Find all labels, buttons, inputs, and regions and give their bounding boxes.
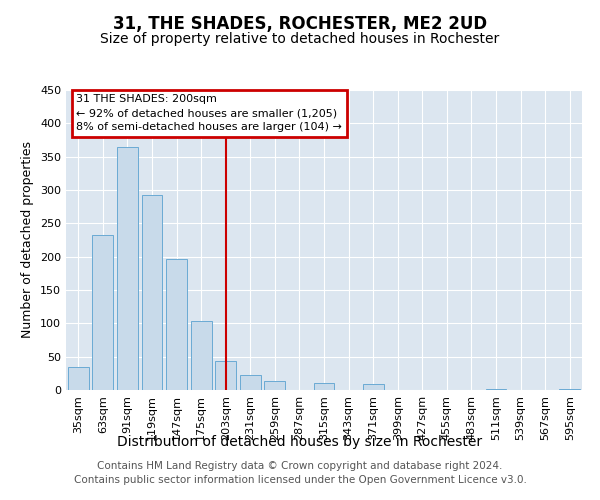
Bar: [265, 380, 286, 390]
Bar: [485, 388, 506, 390]
Bar: [362, 384, 383, 390]
Text: 31 THE SHADES: 200sqm
← 92% of detached houses are smaller (1,205)
8% of semi-de: 31 THE SHADES: 200sqm ← 92% of detached …: [76, 94, 342, 132]
Bar: [92, 234, 113, 390]
Bar: [166, 260, 187, 390]
Bar: [142, 194, 163, 390]
Bar: [314, 384, 334, 390]
Text: Size of property relative to detached houses in Rochester: Size of property relative to detached ho…: [100, 32, 500, 46]
Bar: [68, 366, 89, 390]
Bar: [215, 360, 236, 390]
Bar: [240, 376, 261, 390]
Bar: [117, 146, 138, 390]
Text: Contains HM Land Registry data © Crown copyright and database right 2024.
Contai: Contains HM Land Registry data © Crown c…: [74, 461, 526, 485]
Text: 31, THE SHADES, ROCHESTER, ME2 2UD: 31, THE SHADES, ROCHESTER, ME2 2UD: [113, 15, 487, 33]
Bar: [191, 322, 212, 390]
Bar: [559, 388, 580, 390]
Y-axis label: Number of detached properties: Number of detached properties: [22, 142, 34, 338]
Text: Distribution of detached houses by size in Rochester: Distribution of detached houses by size …: [118, 435, 482, 449]
